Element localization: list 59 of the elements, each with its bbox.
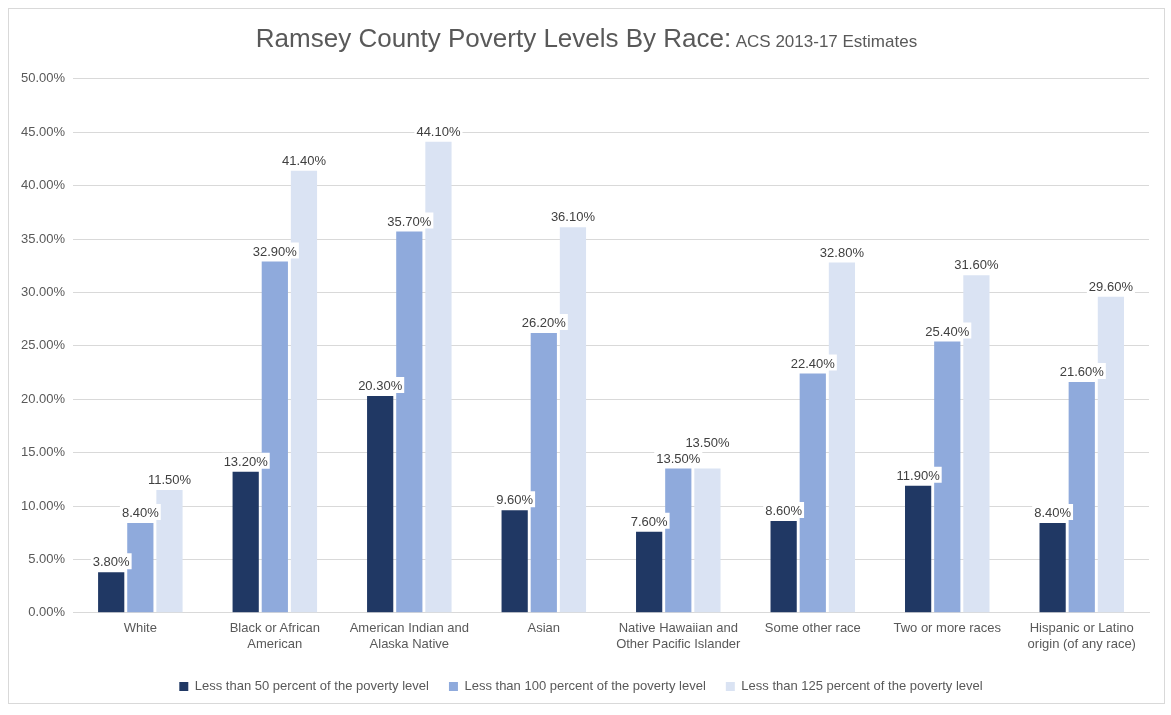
y-tick-label: 30.00% — [21, 283, 66, 299]
data-label: 32.90% — [252, 243, 298, 259]
y-tick-label: 35.00% — [21, 230, 66, 246]
data-label: 36.10% — [550, 209, 596, 225]
y-tick-label: 5.00% — [28, 550, 66, 566]
bar — [694, 468, 721, 613]
data-label: 3.80% — [92, 554, 131, 570]
y-tick-label: 50.00% — [21, 70, 66, 86]
y-tick-label: 0.00% — [28, 604, 66, 620]
legend-label: Less than 100 percent of the poverty level — [464, 678, 706, 694]
data-label: 13.50% — [656, 450, 701, 466]
data-label: 13.50% — [685, 434, 730, 450]
data-label: 41.40% — [281, 152, 327, 168]
bar — [501, 510, 528, 613]
bar — [367, 396, 394, 613]
data-label: 44.10% — [416, 123, 461, 139]
x-tick-label: Some other race — [764, 620, 861, 636]
bar — [232, 471, 259, 613]
bar — [636, 531, 663, 613]
bar — [905, 485, 932, 613]
bar — [1039, 523, 1066, 613]
bar — [770, 520, 797, 613]
x-tick-label: Asian — [527, 620, 561, 636]
data-label: 32.80% — [819, 244, 865, 260]
y-tick-label: 20.00% — [21, 390, 66, 406]
data-label: 25.40% — [925, 323, 970, 339]
data-label: 35.70% — [387, 213, 432, 229]
x-tick-label: Two or more races — [893, 620, 1002, 636]
data-label: 20.30% — [358, 378, 403, 394]
y-tick-label: 40.00% — [21, 177, 66, 193]
x-tick-label: Black or African American — [229, 620, 320, 651]
data-label: 29.60% — [1088, 278, 1134, 294]
data-label: 13.20% — [223, 453, 269, 469]
bar — [127, 523, 154, 613]
y-tick-label: 10.00% — [21, 497, 66, 513]
x-tick-label: Hispanic or Latino origin (of any race) — [1027, 620, 1136, 651]
y-tick-label: 15.00% — [21, 444, 66, 460]
data-label: 21.60% — [1059, 364, 1105, 380]
data-label: 11.90% — [896, 467, 941, 483]
data-label: 8.40% — [121, 505, 160, 521]
bar — [98, 572, 125, 613]
data-label: 11.50% — [147, 472, 192, 488]
data-label: 31.60% — [954, 257, 999, 273]
bar — [665, 468, 692, 613]
chart-subtitle: ACS 2013-17 Estimates — [735, 32, 918, 51]
x-tick-label: Native Hawaiian and Other Pacific Islander — [616, 620, 742, 651]
data-label: 26.20% — [521, 315, 567, 331]
data-label: 8.40% — [1034, 505, 1072, 521]
legend-label: Less than 125 percent of the poverty level — [741, 678, 983, 694]
y-tick-label: 25.00% — [21, 337, 66, 353]
legend-label: Less than 50 percent of the poverty level — [194, 678, 430, 694]
data-label: 22.40% — [790, 355, 836, 371]
x-tick-label: White — [123, 620, 157, 636]
x-tick-label: American Indian and Alaska Native — [349, 620, 469, 651]
data-label: 7.60% — [630, 513, 669, 529]
y-tick-label: 45.00% — [21, 123, 66, 139]
chart-title: Ramsey County Poverty Levels By Race: — [255, 23, 732, 53]
data-label: 9.60% — [496, 492, 534, 508]
data-label: 8.60% — [765, 503, 803, 519]
